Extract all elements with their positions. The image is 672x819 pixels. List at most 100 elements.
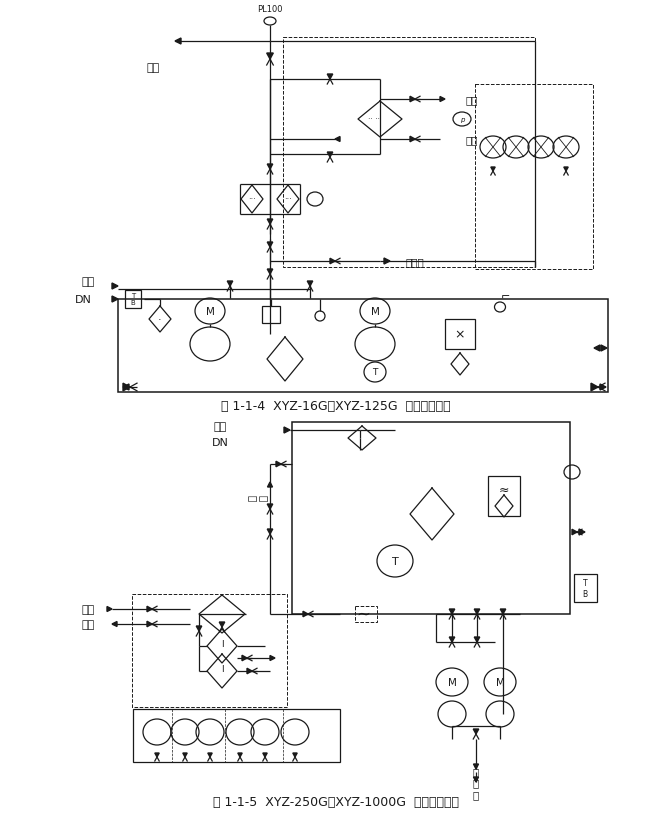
Polygon shape [267,165,273,170]
Polygon shape [474,777,478,782]
Polygon shape [267,269,273,274]
Text: ···: ··· [248,195,256,204]
Polygon shape [473,729,478,734]
Polygon shape [112,283,118,290]
Polygon shape [267,482,273,487]
Polygon shape [267,505,273,509]
Text: I: I [220,640,223,649]
Polygon shape [440,97,445,102]
Bar [125,291,141,309]
Text: 图 1-1-5  XYZ-250G～XYZ-1000G  稀油站原理图: 图 1-1-5 XYZ-250G～XYZ-1000G 稀油站原理图 [213,795,459,808]
Polygon shape [147,622,152,627]
Text: 排污油: 排污油 [405,256,424,267]
Polygon shape [183,753,187,757]
Bar [133,709,340,762]
Polygon shape [410,137,415,143]
Polygon shape [267,242,273,247]
Text: M: M [495,677,505,687]
Text: M: M [206,306,214,317]
Text: 出水: 出水 [82,619,95,629]
Text: DN: DN [75,295,91,305]
Text: DN: DN [212,437,228,447]
Text: 出水: 出水 [465,95,478,105]
Polygon shape [474,764,478,769]
Polygon shape [293,753,297,757]
Polygon shape [500,609,506,614]
Polygon shape [270,656,275,661]
Polygon shape [335,138,340,143]
Text: 进水: 进水 [82,604,95,614]
Text: I: I [220,665,223,674]
Bar [292,423,570,614]
Polygon shape [219,622,224,627]
Polygon shape [263,753,267,757]
Text: 供油: 供油 [146,63,160,73]
Polygon shape [384,259,390,265]
Bar [118,300,608,392]
Polygon shape [227,282,233,287]
Text: 供
油: 供 油 [247,495,269,500]
Polygon shape [267,54,274,60]
Bar [283,38,535,268]
Bar [262,306,280,324]
Polygon shape [107,607,112,612]
Polygon shape [175,39,181,45]
Text: PL100: PL100 [257,6,283,15]
Polygon shape [564,168,569,172]
Polygon shape [242,655,247,661]
Polygon shape [303,612,308,617]
Polygon shape [601,346,607,351]
Polygon shape [327,153,333,158]
Polygon shape [112,296,118,303]
Polygon shape [238,753,242,757]
Text: 回油: 回油 [214,422,226,432]
Polygon shape [474,609,480,614]
Polygon shape [594,346,600,351]
Bar [574,574,597,602]
Text: M: M [448,677,456,687]
Text: T: T [372,368,378,377]
Polygon shape [208,753,212,757]
Text: ·: · [158,314,162,324]
Polygon shape [267,219,273,224]
Text: ≈: ≈ [499,483,509,495]
Polygon shape [247,668,252,674]
Polygon shape [491,168,495,172]
Text: ~: ~ [356,605,370,623]
Text: T: T [392,556,398,566]
Text: ···: ··· [284,195,292,204]
Text: ⌐: ⌐ [501,292,509,303]
Polygon shape [284,428,290,433]
Polygon shape [196,627,202,631]
Polygon shape [572,530,577,535]
Text: 图 1-1-4  XYZ-16G～XYZ-125G  稀油站原理图: 图 1-1-4 XYZ-16G～XYZ-125G 稀油站原理图 [221,400,451,413]
Text: p: p [460,117,464,123]
Text: T
B: T B [583,578,587,598]
Bar [445,319,475,350]
Bar [475,85,593,269]
Bar [488,477,520,516]
Polygon shape [579,529,585,536]
Polygon shape [123,385,129,391]
Polygon shape [307,282,312,287]
Polygon shape [591,383,598,391]
Text: 回油: 回油 [81,277,95,287]
Text: 排
污
油: 排 污 油 [473,766,479,799]
Polygon shape [327,75,333,80]
Polygon shape [330,259,335,265]
Polygon shape [450,637,455,642]
Polygon shape [267,529,273,534]
Text: ×: × [455,328,465,341]
Polygon shape [600,385,606,391]
Text: 进水: 进水 [465,135,478,145]
Polygon shape [155,753,159,757]
Bar [132,595,287,707]
Text: T
B: T B [130,293,135,306]
Polygon shape [147,607,152,612]
Polygon shape [450,609,455,614]
Polygon shape [410,97,415,102]
Text: ·· ··: ·· ·· [368,115,380,124]
Polygon shape [474,637,480,642]
Text: M: M [370,306,380,317]
Polygon shape [276,462,281,467]
